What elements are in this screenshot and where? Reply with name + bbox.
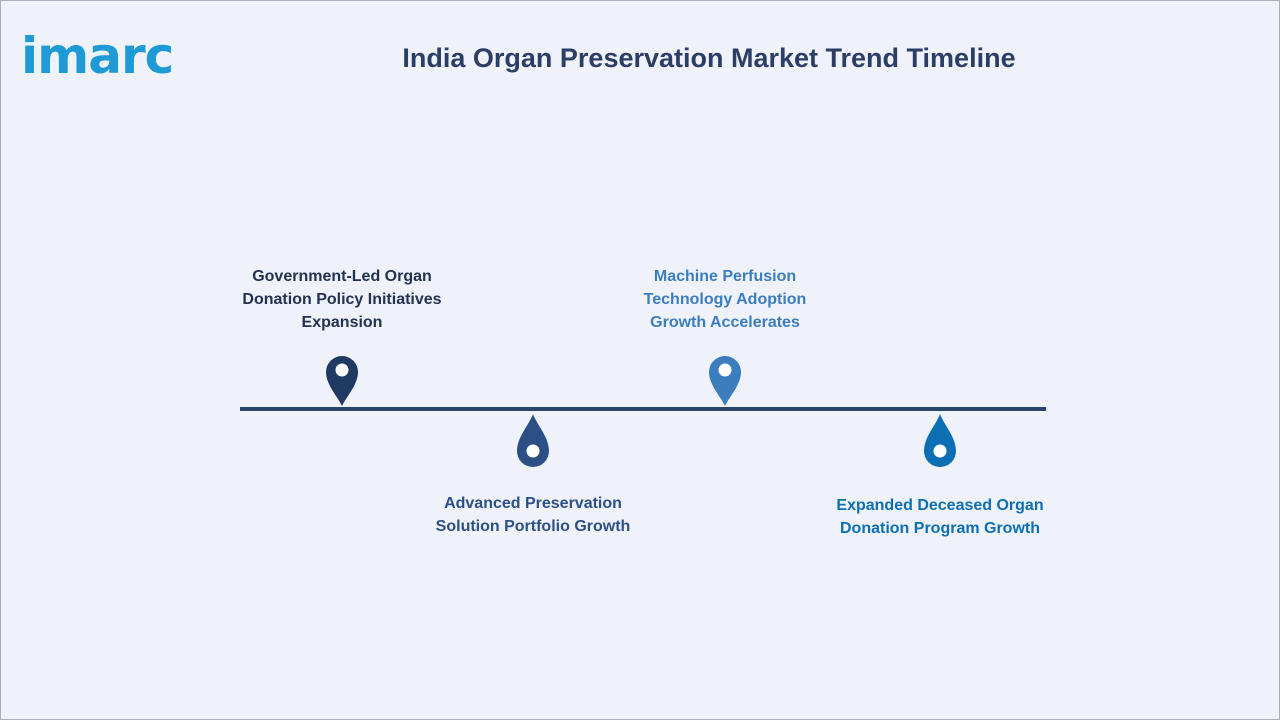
location-pin-icon: [326, 356, 358, 406]
logo-text: imarc: [21, 27, 174, 85]
drop-marker-icon: [924, 414, 956, 467]
page-title: India Organ Preservation Market Trend Ti…: [402, 43, 1016, 73]
drop-marker-icon: [517, 414, 549, 467]
timeline-event-label: Expanded Deceased Organ Donation Program…: [836, 497, 1044, 537]
timeline-event-label: Advanced Preservation Solution Portfolio…: [435, 495, 631, 535]
timeline-axis: [240, 407, 1046, 411]
imarc-logo: imarc: [21, 13, 203, 83]
timeline-event-label: Government-Led Organ Donation Policy Ini…: [242, 268, 442, 331]
location-pin-icon: [709, 356, 741, 406]
timeline-event-label: Machine Perfusion Technology Adoption Gr…: [643, 268, 807, 331]
